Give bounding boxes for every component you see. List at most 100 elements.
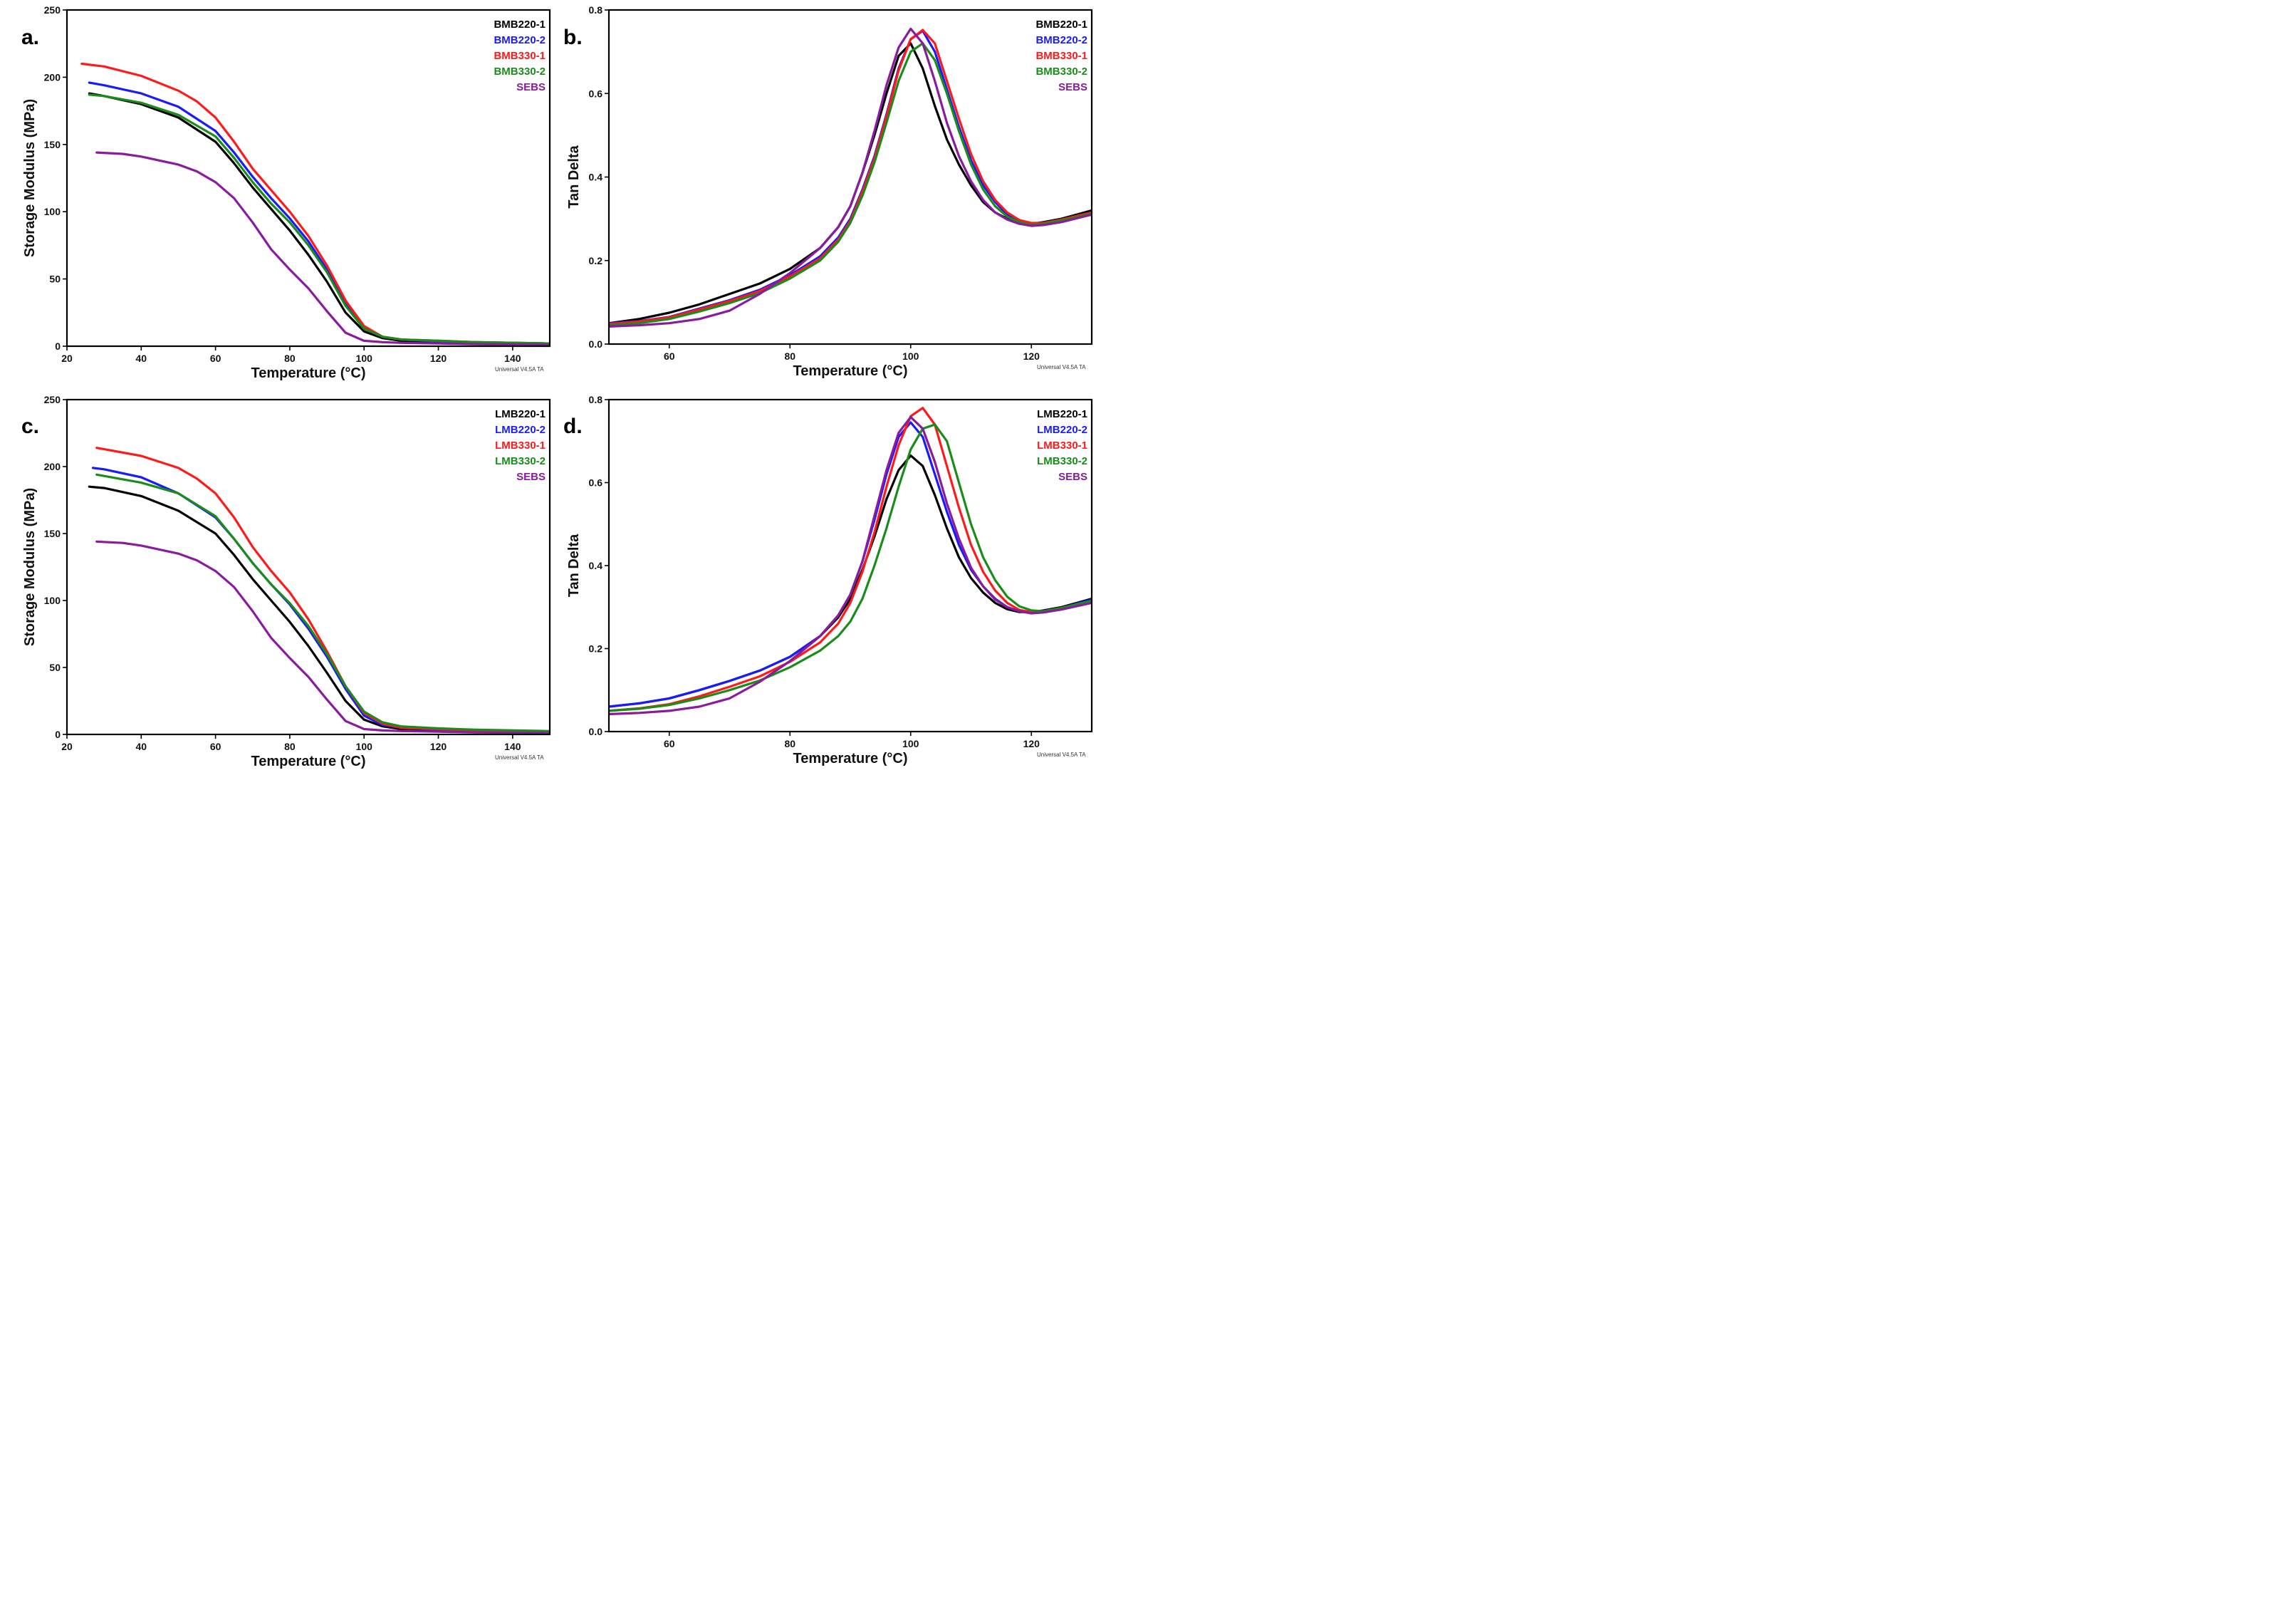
x-tick-label: 140 (504, 741, 521, 752)
series-line-lmb220-2 (609, 421, 1092, 708)
series-line-lmb330-2 (95, 473, 550, 732)
x-tick-label: 80 (284, 353, 296, 364)
legend-entry-bmb220-2: BMB220-2 (1035, 34, 1087, 46)
series-line-sebs (609, 27, 1092, 328)
series-line-bmb220-2 (609, 29, 1092, 325)
x-tick-label: 60 (664, 350, 675, 362)
legend-entry-sebs: SEBS (516, 81, 546, 93)
y-tick-label: 0 (55, 729, 61, 740)
x-tick-label: 120 (1023, 738, 1040, 749)
series-line-sebs (95, 151, 550, 346)
y-tick-label: 0 (55, 340, 61, 352)
y-tick-label: 100 (44, 206, 61, 217)
legend-entry-lmb330-2: LMB330-2 (1037, 455, 1087, 467)
legend-entry-bmb330-2: BMB330-2 (1035, 66, 1087, 78)
series-group (609, 27, 1092, 328)
x-axis-title: Temperature (°C) (793, 751, 908, 766)
y-tick-label: 0.6 (589, 477, 603, 489)
x-axis-title: Temperature (°C) (251, 754, 366, 769)
y-tick-label: 250 (44, 394, 61, 405)
panel-label: d. (563, 415, 583, 438)
y-tick-label: 0.0 (589, 338, 603, 350)
legend-entry-lmb220-1: LMB220-1 (495, 408, 546, 420)
series-line-lmb330-1 (95, 447, 550, 733)
legend-entry-lmb330-1: LMB330-1 (1037, 440, 1087, 452)
plot-frame (607, 398, 1093, 733)
series-line-sebs (95, 540, 550, 734)
series-line-sebs (609, 415, 1092, 716)
x-tick-label: 80 (784, 350, 795, 362)
chart-panel-c: 20 40 60 80 100 120 140 0 50 100 150 200 250 Temperat… (21, 394, 551, 769)
legend-entry-lmb220-2: LMB220-2 (1037, 424, 1087, 436)
series-line-bmb330-1 (609, 28, 1092, 326)
plot-frame (607, 9, 1093, 345)
legend-entry-bmb330-1: BMB330-1 (1035, 50, 1087, 62)
legend-entry-bmb330-2: BMB330-2 (494, 66, 546, 78)
y-tick-label: 0.4 (589, 172, 603, 183)
x-tick-label: 100 (902, 738, 919, 749)
x-tick-label: 40 (136, 741, 147, 752)
y-tick-label: 200 (44, 71, 61, 83)
x-tick-label: 100 (902, 350, 919, 362)
legend-entry-bmb220-2: BMB220-2 (494, 34, 546, 46)
y-tick-label: 0.2 (589, 255, 603, 266)
software-watermark: Universal V4.5A TA (1037, 364, 1086, 370)
x-tick-label: 100 (356, 741, 373, 752)
panel-label: b. (563, 26, 583, 49)
x-tick-label: 120 (430, 741, 447, 752)
x-tick-label: 20 (61, 353, 73, 364)
legend-entry-sebs: SEBS (1058, 471, 1087, 483)
y-axis-title: Tan Delta (566, 145, 582, 208)
software-watermark: Universal V4.5A TA (495, 366, 544, 373)
software-watermark: Universal V4.5A TA (495, 754, 544, 761)
software-watermark: Universal V4.5A TA (1037, 752, 1086, 758)
chart-panel-d: 60 80 100 120 0.0 0.2 0.4 0.6 0.8 Temperature (°C… (563, 394, 1093, 766)
series-line-bmb220-1 (88, 92, 550, 345)
series-line-lmb330-1 (609, 407, 1092, 712)
y-tick-label: 150 (44, 528, 61, 539)
x-tick-label: 60 (210, 741, 221, 752)
y-tick-label: 250 (44, 4, 61, 16)
chart-panel-b: 60 80 100 120 0.0 0.2 0.4 0.6 0.8 Temperature (°C… (563, 4, 1093, 379)
x-axis-title: Temperature (°C) (793, 363, 908, 379)
legend-entry-lmb220-1: LMB220-1 (1037, 408, 1087, 420)
series-line-bmb330-2 (88, 93, 550, 345)
y-tick-label: 0.6 (589, 88, 603, 99)
series-line-lmb330-2 (609, 423, 1092, 712)
series-line-bmb220-2 (88, 81, 550, 345)
plot-frame (66, 9, 551, 348)
x-tick-label: 20 (61, 741, 73, 752)
series-line-lmb220-1 (609, 454, 1092, 708)
y-tick-label: 0.8 (589, 4, 603, 16)
y-axis-title: Storage Modulus (MPa) (22, 99, 38, 257)
y-tick-label: 50 (49, 274, 61, 285)
panel-label: a. (21, 26, 39, 49)
series-line-bmb220-1 (609, 42, 1092, 325)
series-group (609, 407, 1092, 716)
y-tick-label: 0.2 (589, 643, 603, 655)
x-tick-label: 120 (1023, 350, 1040, 362)
legend-entry-bmb220-1: BMB220-1 (494, 19, 546, 31)
x-tick-label: 80 (284, 741, 296, 752)
y-axis-title: Storage Modulus (MPa) (22, 488, 38, 646)
y-tick-label: 100 (44, 595, 61, 606)
series-group (88, 447, 550, 734)
y-tick-label: 50 (49, 662, 61, 673)
y-tick-label: 0.4 (589, 560, 603, 571)
legend-entry-lmb330-2: LMB330-2 (495, 455, 546, 467)
x-tick-label: 40 (136, 353, 147, 364)
legend-entry-bmb330-1: BMB330-1 (494, 50, 546, 62)
legend-entry-sebs: SEBS (516, 471, 546, 483)
series-group (80, 62, 550, 346)
legend-entry-bmb220-1: BMB220-1 (1035, 19, 1087, 31)
legend-entry-lmb220-2: LMB220-2 (495, 424, 546, 436)
chart-panel-a: 20 40 60 80 100 120 140 0 50 100 150 200 250 Temperat… (21, 4, 551, 381)
figure: 20 40 60 80 100 120 140050100150200250Temperat… (21, 4, 1093, 769)
y-tick-label: 0.8 (589, 394, 603, 405)
panel-label: c. (21, 415, 39, 438)
x-tick-label: 120 (430, 353, 447, 364)
plot-frame (66, 398, 551, 736)
series-line-lmb220-1 (88, 485, 550, 733)
y-axis-title: Tan Delta (566, 534, 582, 597)
x-tick-label: 60 (664, 738, 675, 749)
